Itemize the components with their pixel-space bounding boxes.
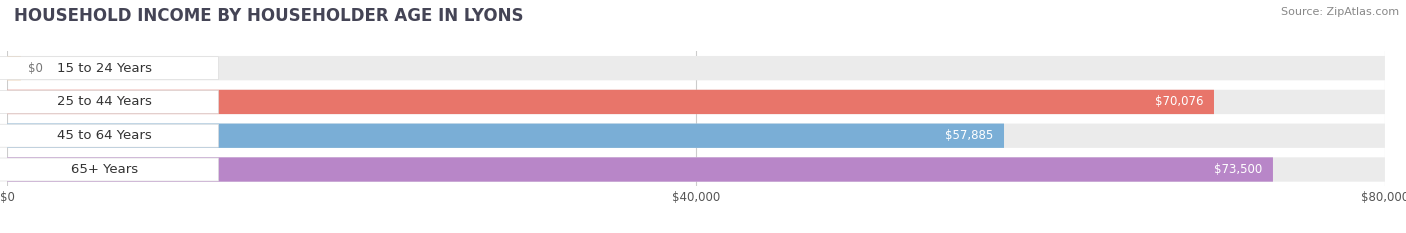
FancyBboxPatch shape: [7, 90, 1385, 114]
Text: 65+ Years: 65+ Years: [72, 163, 138, 176]
FancyBboxPatch shape: [7, 157, 1272, 182]
Text: $70,076: $70,076: [1156, 96, 1204, 108]
FancyBboxPatch shape: [0, 158, 218, 181]
FancyBboxPatch shape: [7, 90, 1213, 114]
FancyBboxPatch shape: [7, 56, 21, 80]
Text: 25 to 44 Years: 25 to 44 Years: [58, 96, 152, 108]
Text: 15 to 24 Years: 15 to 24 Years: [58, 62, 152, 75]
FancyBboxPatch shape: [7, 123, 1385, 148]
Text: $0: $0: [28, 62, 42, 75]
Text: Source: ZipAtlas.com: Source: ZipAtlas.com: [1281, 7, 1399, 17]
FancyBboxPatch shape: [0, 90, 218, 113]
FancyBboxPatch shape: [0, 57, 218, 80]
Text: $73,500: $73,500: [1215, 163, 1263, 176]
FancyBboxPatch shape: [0, 124, 218, 147]
Text: $57,885: $57,885: [945, 129, 994, 142]
Text: HOUSEHOLD INCOME BY HOUSEHOLDER AGE IN LYONS: HOUSEHOLD INCOME BY HOUSEHOLDER AGE IN L…: [14, 7, 523, 25]
FancyBboxPatch shape: [7, 56, 1385, 80]
Text: 45 to 64 Years: 45 to 64 Years: [58, 129, 152, 142]
FancyBboxPatch shape: [7, 157, 1385, 182]
FancyBboxPatch shape: [7, 123, 1004, 148]
